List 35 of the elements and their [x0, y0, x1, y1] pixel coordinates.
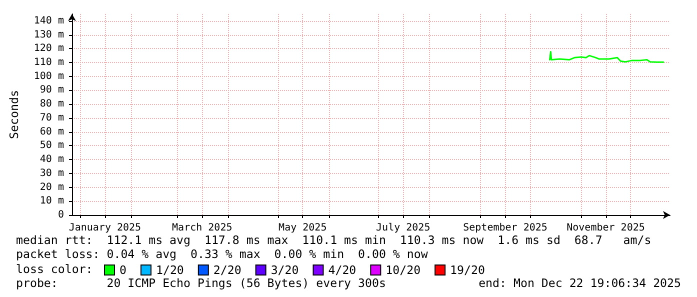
y-tick-label: 50 m [40, 140, 64, 152]
legend-label: 3/20 [270, 263, 299, 277]
legend-label: 19/20 [450, 263, 485, 277]
x-tick-label: November 2025 [566, 222, 645, 234]
y-tick-label: 40 m [40, 154, 64, 166]
y-tick-label: 100 m [34, 70, 64, 82]
legend-label: 1/20 [156, 263, 184, 277]
y-tick-label: 120 m [34, 43, 64, 54]
y-tick-label: 70 m [40, 112, 64, 124]
y-tick-label: 10 m [40, 196, 64, 207]
y-tick-label: 90 m [40, 84, 64, 96]
legend-title: loss color: [16, 262, 93, 276]
legend-label: 0 [120, 263, 126, 277]
text: 0 [58, 210, 64, 220]
y-tick-label: 130 m [34, 29, 64, 40]
legend-label: 4/20 [328, 263, 356, 277]
x-tick-label: March 2025 [172, 222, 232, 234]
text: packet loss: 0.04 % avg 0.33 % max 0.00 % min 0.00 % now [16, 247, 428, 261]
text: end: Mon Dec 22 19:06:34 2025 [478, 276, 682, 290]
y-tick-label: 60 m [40, 126, 64, 138]
legend-label: 2/20 [213, 263, 242, 277]
x-tick-label: July 2025 [376, 222, 430, 234]
y-tick-label: 30 m [40, 168, 64, 179]
text: median rtt: 112.1 ms avg 117.8 ms max 110.1 ms min 110.3 ms now 1.6 ms sd 68.7 am/s [16, 233, 652, 247]
legend-label: 10/20 [386, 263, 421, 277]
y-axis-title: Seconds [7, 90, 21, 139]
line-series [548, 50, 664, 63]
y-tick-label: 140 m [34, 15, 64, 26]
y-tick-label: 80 m [40, 98, 64, 110]
text: probe: 20 ICMP Echo Pings (56 Bytes) every 300s [16, 276, 386, 290]
x-tick-label: May 2025 [278, 222, 327, 234]
x-tick-label: September 2025 [463, 222, 548, 234]
y-tick-label: 110 m [34, 57, 64, 68]
x-tick-label: January 2025 [68, 222, 142, 234]
y-tick-label: 20 m [40, 182, 64, 193]
